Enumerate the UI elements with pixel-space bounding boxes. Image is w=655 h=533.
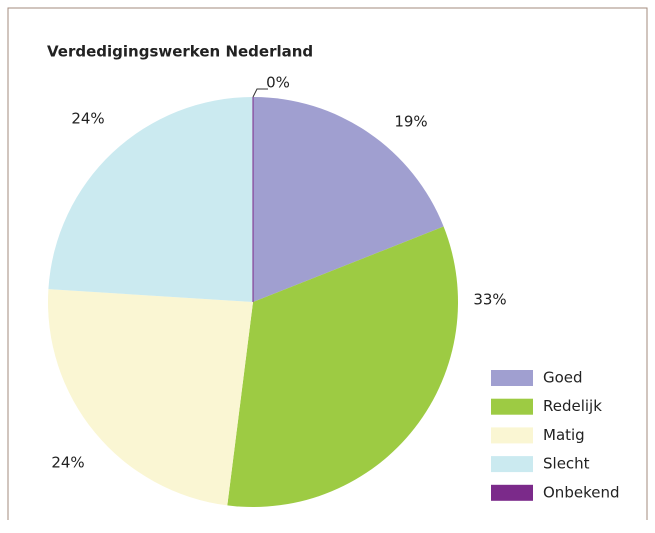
legend-label: Onbekend: [543, 483, 619, 501]
data-label: 24%: [51, 454, 84, 472]
legend-swatch: [491, 398, 533, 415]
legend-label: Slecht: [543, 455, 590, 473]
pie-slice: [48, 289, 253, 506]
pie-slice: [48, 97, 253, 302]
data-label: 33%: [473, 291, 506, 309]
legend-swatch: [491, 427, 533, 444]
data-label: 24%: [71, 110, 104, 128]
legend-swatch: [491, 484, 533, 501]
legend-label: Matig: [543, 426, 585, 444]
legend-label: Redelijk: [543, 397, 602, 415]
leader-line: [252, 88, 268, 98]
legend-label: Goed: [543, 369, 583, 387]
data-label: 19%: [394, 113, 427, 131]
pie-slice: [227, 226, 458, 507]
data-label: 0%: [266, 74, 290, 92]
legend-swatch: [491, 370, 533, 386]
chart-title: Verdedigingswerken Nederland: [47, 43, 313, 61]
pie-slice: [253, 97, 444, 302]
legend-swatch: [491, 456, 533, 473]
frame: [7, 7, 648, 520]
